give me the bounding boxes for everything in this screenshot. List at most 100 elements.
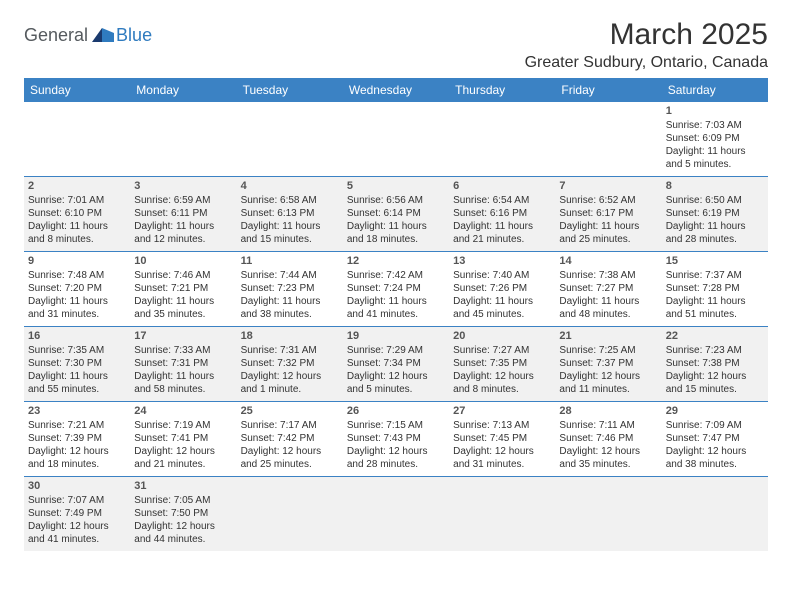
- day-number: 22: [666, 329, 764, 343]
- daylight-line: Daylight: 11 hours and 45 minutes.: [453, 295, 551, 321]
- day-cell: 19Sunrise: 7:29 AMSunset: 7:34 PMDayligh…: [343, 327, 449, 401]
- sunrise-line: Sunrise: 7:44 AM: [241, 269, 339, 282]
- daylight-line: Daylight: 12 hours and 31 minutes.: [453, 445, 551, 471]
- daylight-line: Daylight: 11 hours and 48 minutes.: [559, 295, 657, 321]
- weekday-header: Tuesday: [237, 78, 343, 102]
- sunset-line: Sunset: 7:38 PM: [666, 357, 764, 370]
- day-cell: [343, 102, 449, 176]
- sunset-line: Sunset: 7:39 PM: [28, 432, 126, 445]
- weekday-header: Saturday: [662, 78, 768, 102]
- sunrise-line: Sunrise: 7:29 AM: [347, 344, 445, 357]
- day-number: 14: [559, 254, 657, 268]
- logo: General Blue: [24, 18, 152, 47]
- sunrise-line: Sunrise: 7:07 AM: [28, 494, 126, 507]
- week-row: 1Sunrise: 7:03 AMSunset: 6:09 PMDaylight…: [24, 102, 768, 177]
- sunset-line: Sunset: 6:19 PM: [666, 207, 764, 220]
- day-cell: [555, 477, 661, 551]
- sunrise-line: Sunrise: 7:38 AM: [559, 269, 657, 282]
- calendar: SundayMondayTuesdayWednesdayThursdayFrid…: [24, 78, 768, 551]
- sunrise-line: Sunrise: 7:40 AM: [453, 269, 551, 282]
- day-cell: 1Sunrise: 7:03 AMSunset: 6:09 PMDaylight…: [662, 102, 768, 176]
- sunrise-line: Sunrise: 7:01 AM: [28, 194, 126, 207]
- day-cell: 11Sunrise: 7:44 AMSunset: 7:23 PMDayligh…: [237, 252, 343, 326]
- weekday-header-row: SundayMondayTuesdayWednesdayThursdayFrid…: [24, 78, 768, 102]
- sunset-line: Sunset: 7:34 PM: [347, 357, 445, 370]
- daylight-line: Daylight: 12 hours and 1 minute.: [241, 370, 339, 396]
- daylight-line: Daylight: 12 hours and 38 minutes.: [666, 445, 764, 471]
- day-number: 2: [28, 179, 126, 193]
- day-number: 16: [28, 329, 126, 343]
- daylight-line: Daylight: 11 hours and 41 minutes.: [347, 295, 445, 321]
- day-cell: [237, 102, 343, 176]
- day-number: 8: [666, 179, 764, 193]
- sunrise-line: Sunrise: 6:52 AM: [559, 194, 657, 207]
- sunrise-line: Sunrise: 6:59 AM: [134, 194, 232, 207]
- sunrise-line: Sunrise: 7:48 AM: [28, 269, 126, 282]
- sunrise-line: Sunrise: 7:11 AM: [559, 419, 657, 432]
- week-row: 16Sunrise: 7:35 AMSunset: 7:30 PMDayligh…: [24, 327, 768, 402]
- day-number: 5: [347, 179, 445, 193]
- sunrise-line: Sunrise: 7:05 AM: [134, 494, 232, 507]
- sunrise-line: Sunrise: 7:13 AM: [453, 419, 551, 432]
- daylight-line: Daylight: 11 hours and 58 minutes.: [134, 370, 232, 396]
- weekday-header: Thursday: [449, 78, 555, 102]
- sunset-line: Sunset: 6:13 PM: [241, 207, 339, 220]
- day-number: 18: [241, 329, 339, 343]
- day-cell: 29Sunrise: 7:09 AMSunset: 7:47 PMDayligh…: [662, 402, 768, 476]
- day-cell: 22Sunrise: 7:23 AMSunset: 7:38 PMDayligh…: [662, 327, 768, 401]
- daylight-line: Daylight: 12 hours and 28 minutes.: [347, 445, 445, 471]
- daylight-line: Daylight: 11 hours and 12 minutes.: [134, 220, 232, 246]
- day-number: 11: [241, 254, 339, 268]
- sunset-line: Sunset: 7:27 PM: [559, 282, 657, 295]
- sunset-line: Sunset: 7:23 PM: [241, 282, 339, 295]
- sunset-line: Sunset: 7:43 PM: [347, 432, 445, 445]
- logo-text-blue: Blue: [116, 25, 152, 46]
- sunset-line: Sunset: 7:31 PM: [134, 357, 232, 370]
- sunset-line: Sunset: 7:26 PM: [453, 282, 551, 295]
- day-number: 29: [666, 404, 764, 418]
- sunset-line: Sunset: 7:37 PM: [559, 357, 657, 370]
- day-number: 15: [666, 254, 764, 268]
- day-cell: 6Sunrise: 6:54 AMSunset: 6:16 PMDaylight…: [449, 177, 555, 251]
- day-number: 28: [559, 404, 657, 418]
- logo-mark-icon: [92, 24, 114, 47]
- location: Greater Sudbury, Ontario, Canada: [525, 54, 768, 72]
- sunset-line: Sunset: 6:09 PM: [666, 132, 764, 145]
- day-number: 6: [453, 179, 551, 193]
- day-number: 25: [241, 404, 339, 418]
- day-number: 30: [28, 479, 126, 493]
- day-cell: 17Sunrise: 7:33 AMSunset: 7:31 PMDayligh…: [130, 327, 236, 401]
- day-cell: 15Sunrise: 7:37 AMSunset: 7:28 PMDayligh…: [662, 252, 768, 326]
- sunrise-line: Sunrise: 7:37 AM: [666, 269, 764, 282]
- sunrise-line: Sunrise: 7:31 AM: [241, 344, 339, 357]
- week-row: 2Sunrise: 7:01 AMSunset: 6:10 PMDaylight…: [24, 177, 768, 252]
- day-number: 21: [559, 329, 657, 343]
- sunrise-line: Sunrise: 7:25 AM: [559, 344, 657, 357]
- sunset-line: Sunset: 7:46 PM: [559, 432, 657, 445]
- sunrise-line: Sunrise: 6:50 AM: [666, 194, 764, 207]
- sunset-line: Sunset: 6:16 PM: [453, 207, 551, 220]
- sunrise-line: Sunrise: 6:54 AM: [453, 194, 551, 207]
- weekday-header: Monday: [130, 78, 236, 102]
- daylight-line: Daylight: 11 hours and 38 minutes.: [241, 295, 339, 321]
- sunrise-line: Sunrise: 7:17 AM: [241, 419, 339, 432]
- daylight-line: Daylight: 12 hours and 11 minutes.: [559, 370, 657, 396]
- day-number: 24: [134, 404, 232, 418]
- daylight-line: Daylight: 11 hours and 35 minutes.: [134, 295, 232, 321]
- daylight-line: Daylight: 12 hours and 44 minutes.: [134, 520, 232, 546]
- day-cell: 10Sunrise: 7:46 AMSunset: 7:21 PMDayligh…: [130, 252, 236, 326]
- weekday-header: Sunday: [24, 78, 130, 102]
- daylight-line: Daylight: 11 hours and 28 minutes.: [666, 220, 764, 246]
- daylight-line: Daylight: 12 hours and 25 minutes.: [241, 445, 339, 471]
- day-cell: 9Sunrise: 7:48 AMSunset: 7:20 PMDaylight…: [24, 252, 130, 326]
- sunset-line: Sunset: 7:32 PM: [241, 357, 339, 370]
- day-number: 19: [347, 329, 445, 343]
- day-cell: 28Sunrise: 7:11 AMSunset: 7:46 PMDayligh…: [555, 402, 661, 476]
- day-cell: 16Sunrise: 7:35 AMSunset: 7:30 PMDayligh…: [24, 327, 130, 401]
- day-cell: 26Sunrise: 7:15 AMSunset: 7:43 PMDayligh…: [343, 402, 449, 476]
- day-number: 27: [453, 404, 551, 418]
- day-cell: [555, 102, 661, 176]
- sunset-line: Sunset: 7:24 PM: [347, 282, 445, 295]
- daylight-line: Daylight: 12 hours and 8 minutes.: [453, 370, 551, 396]
- sunset-line: Sunset: 7:45 PM: [453, 432, 551, 445]
